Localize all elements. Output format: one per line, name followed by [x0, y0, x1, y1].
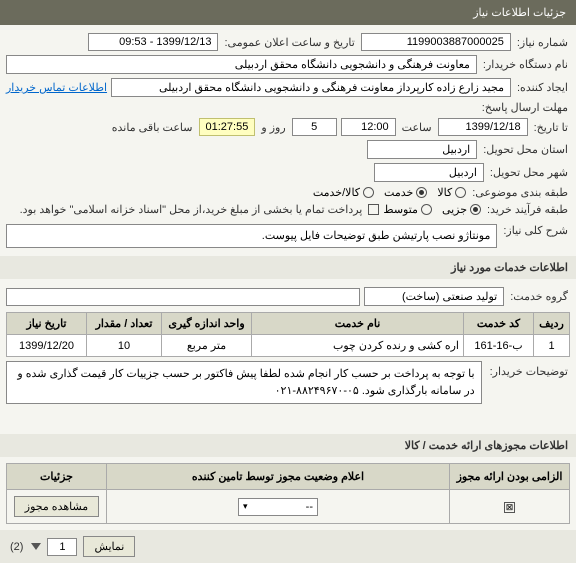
announce-label: تاریخ و ساعت اعلان عمومی:: [222, 36, 356, 49]
table-header-row: ردیف کد خدمت نام خدمت واحد اندازه گیری ت…: [7, 313, 570, 335]
need-number-value: 1199003887000025: [361, 33, 511, 51]
radio-icon: [421, 204, 432, 215]
radio-minor[interactable]: جزیی: [442, 203, 481, 216]
group-label: گروه خدمت:: [508, 290, 570, 303]
col-row: ردیف: [534, 313, 570, 335]
province-label: استان محل تحویل:: [481, 143, 570, 156]
contact-link[interactable]: اطلاعات تماس خریدار: [6, 81, 107, 94]
main-form: شماره نیاز: 1199003887000025 تاریخ و ساع…: [0, 25, 576, 256]
table-row[interactable]: 1 ب-16-161 اره کشی و رنده کردن چوب متر م…: [7, 335, 570, 357]
col-code: کد خدمت: [464, 313, 534, 335]
radio-goods-label: کالا: [437, 186, 452, 199]
category-label: طبقه بندی موضوعی:: [470, 186, 570, 199]
remaining-time: 01:27:55: [199, 118, 256, 136]
buyer-org-value: معاونت فرهنگی و دانشجویی دانشگاه محقق ار…: [6, 55, 477, 74]
creator-value: مجید زارع زاده کارپرداز معاونت فرهنگی و …: [111, 78, 511, 97]
col-status: اعلام وضعیت مجوز توسط تامین کننده: [107, 464, 450, 490]
radio-service[interactable]: خدمت: [384, 186, 427, 199]
radio-service-label: خدمت: [384, 186, 413, 199]
radio-goods-service[interactable]: کالا/خدمت: [313, 186, 374, 199]
cell-unit: متر مربع: [162, 335, 252, 357]
hour-label: ساعت: [400, 121, 434, 134]
deadline-hour: 12:00: [341, 118, 396, 136]
group-extra: [6, 288, 360, 306]
days-value: 5: [292, 118, 337, 136]
remaining-label: ساعت باقی مانده: [110, 121, 195, 134]
deadline-date: 1399/12/18: [438, 118, 528, 136]
creator-label: ایجاد کننده:: [515, 81, 570, 94]
radio-goods-service-label: کالا/خدمت: [313, 186, 360, 199]
buy-type-label: طبقه فرآیند خرید:: [485, 203, 570, 216]
view-permit-button[interactable]: مشاهده مجوز: [14, 496, 99, 517]
radio-icon: [455, 187, 466, 198]
announce-value: 1399/12/13 - 09:53: [88, 33, 218, 51]
days-label: روز و: [259, 121, 287, 134]
footer: نمایش 1 (2): [0, 530, 576, 563]
city-value: اردبیل: [374, 163, 484, 182]
col-unit: واحد اندازه گیری: [162, 313, 252, 335]
buy-type-radio-group: جزیی متوسط: [383, 203, 481, 216]
services-form: گروه خدمت: تولید صنعتی (ساخت) ردیف کد خد…: [0, 279, 576, 414]
payment-checkbox[interactable]: [368, 204, 379, 215]
cell-status: --: [107, 490, 450, 524]
radio-mid-label: متوسط: [383, 203, 418, 216]
table-row: ⊠ -- مشاهده مجوز: [7, 490, 570, 524]
status-select[interactable]: --: [238, 498, 318, 516]
dropdown-icon[interactable]: [31, 543, 41, 550]
radio-goods[interactable]: کالا: [437, 186, 466, 199]
col-qty: تعداد / مقدار: [87, 313, 162, 335]
city-label: شهر محل تحویل:: [488, 166, 570, 179]
radio-icon: [416, 187, 427, 198]
buyer-org-label: نام دستگاه خریدار:: [481, 58, 570, 71]
category-radio-group: کالا خدمت کالا/خدمت: [313, 186, 466, 199]
services-table: ردیف کد خدمت نام خدمت واحد اندازه گیری ت…: [6, 312, 570, 357]
col-details: جزئیات: [7, 464, 107, 490]
desc-label: شرح کلی نیاز:: [501, 224, 570, 237]
payment-note: پرداخت تمام یا بخشی از مبلغ خرید،از محل …: [18, 203, 365, 216]
page-header: جزئیات اطلاعات نیاز: [0, 0, 576, 25]
auth-section-title: اطلاعات مجوزهای ارائه خدمت / کالا: [0, 434, 576, 457]
cell-row: 1: [534, 335, 570, 357]
desc-value: مونتاژو نصب پارتیشن طبق توضیحات فایل پیو…: [6, 224, 497, 248]
status-select-value: --: [306, 501, 313, 513]
cell-details: مشاهده مجوز: [7, 490, 107, 524]
col-mandatory: الزامی بودن ارائه مجوز: [450, 464, 570, 490]
col-date: تاریخ نیاز: [7, 313, 87, 335]
cell-qty: 10: [87, 335, 162, 357]
table-header-row: الزامی بودن ارائه مجوز اعلام وضعیت مجوز …: [7, 464, 570, 490]
cell-code: ب-16-161: [464, 335, 534, 357]
page-input[interactable]: 1: [47, 538, 77, 556]
buyer-desc-value: با توجه به پرداخت بر حسب کار انجام شده ل…: [6, 361, 482, 404]
cell-mandatory: ⊠: [450, 490, 570, 524]
province-value: اردبیل: [367, 140, 477, 159]
cell-date: 1399/12/20: [7, 335, 87, 357]
deadline-to-label: تا تاریخ:: [532, 121, 570, 134]
group-value: تولید صنعتی (ساخت): [364, 287, 504, 306]
radio-mid[interactable]: متوسط: [383, 203, 432, 216]
header-title: جزئیات اطلاعات نیاز: [473, 7, 566, 19]
show-button[interactable]: نمایش: [83, 536, 135, 557]
radio-minor-label: جزیی: [442, 203, 467, 216]
cell-name: اره کشی و رنده کردن چوب: [252, 335, 464, 357]
radio-icon: [363, 187, 374, 198]
need-number-label: شماره نیاز:: [515, 36, 570, 49]
deadline-label: مهلت ارسال پاسخ:: [480, 101, 570, 114]
buyer-desc-label: توضیحات خریدار:: [488, 361, 570, 378]
col-name: نام خدمت: [252, 313, 464, 335]
of-label: (2): [8, 541, 25, 553]
radio-icon: [470, 204, 481, 215]
services-section-title: اطلاعات خدمات مورد نیاز: [0, 256, 576, 279]
auth-table: الزامی بودن ارائه مجوز اعلام وضعیت مجوز …: [6, 463, 570, 524]
mandatory-checkbox[interactable]: ⊠: [504, 502, 515, 513]
auth-area: الزامی بودن ارائه مجوز اعلام وضعیت مجوز …: [0, 457, 576, 530]
